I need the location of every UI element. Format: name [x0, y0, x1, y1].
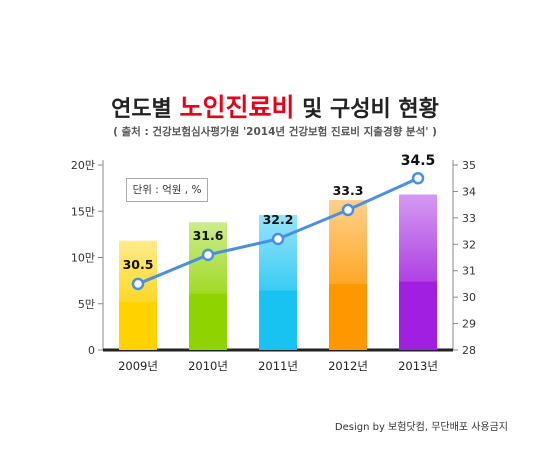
- chart-subtitle: ( 출처 : 건강보험심사평가원 '2014년 건강보험 진료비 지출경향 분석…: [113, 126, 437, 138]
- line-value-label: 32.2: [263, 212, 294, 227]
- title-accent: 노인진료비: [179, 93, 295, 122]
- labels-group: 2009년 2010년 2011년 2012년 2013년 30.5 31.6 32.2 33.…: [118, 153, 438, 373]
- axes-group: 0 5만 10만 15만 20만 28 29 30 31 32 33 34 35: [71, 159, 476, 357]
- line-point: [341, 203, 355, 217]
- left-tick-label: 0: [88, 344, 95, 357]
- right-tick-label: 32: [462, 238, 476, 251]
- left-tick-label: 15만: [71, 205, 95, 218]
- title-pre: 연도별: [111, 97, 180, 122]
- right-tick-label: 28: [462, 344, 476, 357]
- line-point: [411, 171, 425, 185]
- right-tick-label: 29: [462, 318, 476, 331]
- line-value-label: 30.5: [123, 257, 154, 272]
- line-point: [271, 232, 285, 246]
- line-point: [131, 277, 145, 291]
- line-value-label: 31.6: [193, 228, 224, 243]
- right-tick-label: 30: [462, 291, 476, 304]
- right-tick-label: 35: [462, 159, 476, 172]
- bar-highlight: [119, 240, 157, 302]
- credit-text: Design by 보험닷컴, 무단배포 사용금지: [334, 422, 508, 433]
- title-post: 및 구성비 현황: [294, 97, 439, 122]
- line-value-label: 34.5: [401, 153, 436, 169]
- right-tick-label: 31: [462, 265, 476, 278]
- line-group: [131, 171, 425, 291]
- line-value-label: 33.3: [333, 183, 364, 198]
- unit-label: 단위 : 억원 , %: [126, 178, 208, 202]
- left-tick-label: 5만: [78, 298, 95, 311]
- right-tick-label: 34: [462, 185, 476, 198]
- chart-title: 연도별 노인진료비 및 구성비 현황: [0, 88, 550, 124]
- left-tick-label: 10만: [71, 252, 95, 265]
- x-tick-label: 2012년: [328, 359, 368, 373]
- x-tick-label: 2011년: [258, 359, 298, 373]
- x-tick-label: 2009년: [118, 359, 158, 373]
- bar-highlight: [259, 214, 297, 291]
- bar-highlight: [399, 194, 437, 282]
- right-tick-label: 33: [462, 212, 476, 225]
- line-point: [201, 248, 215, 262]
- x-tick-label: 2010년: [188, 359, 228, 373]
- left-tick-label: 20만: [71, 159, 95, 172]
- x-tick-label: 2013년: [398, 359, 438, 373]
